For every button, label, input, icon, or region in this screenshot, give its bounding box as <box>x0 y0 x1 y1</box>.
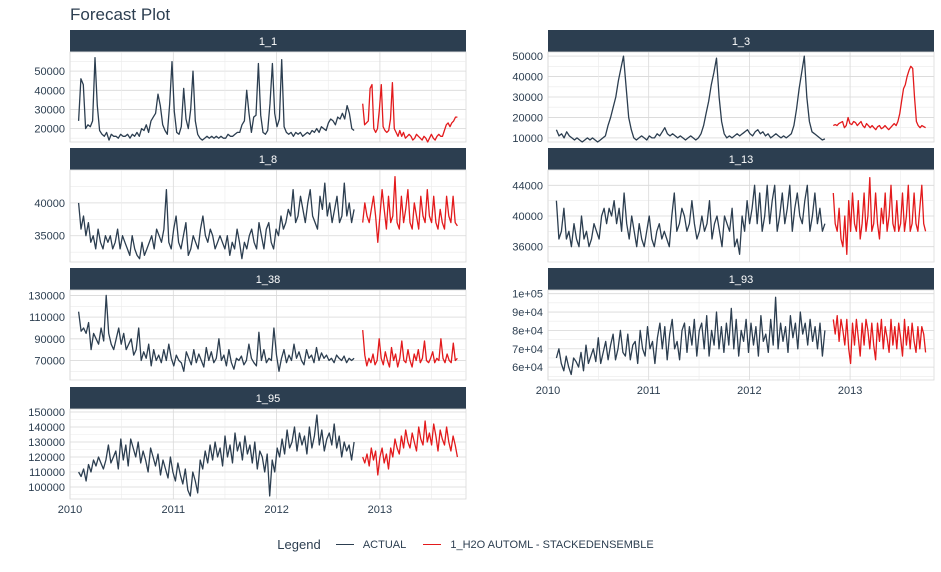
page-title: Forecast Plot <box>70 5 171 24</box>
x-tick-label-1_93: 2013 <box>838 385 862 397</box>
x-tick-label-1_93: 2010 <box>536 385 560 397</box>
y-tick-label-1_3: 30000 <box>512 92 543 104</box>
y-tick-label-1_95: 130000 <box>28 437 65 449</box>
facet-strip-1_95 <box>70 387 466 409</box>
y-tick-label-1_38: 130000 <box>28 290 65 302</box>
y-tick-label-1_3: 10000 <box>512 133 543 145</box>
x-tick-label-1_95: 2012 <box>264 504 288 516</box>
series-actual-1_38 <box>77 294 355 372</box>
series-forecast-1_8 <box>362 175 458 243</box>
facet-label-1_13: 1_13 <box>729 154 753 166</box>
x-tick-label-1_95: 2010 <box>58 504 82 516</box>
series-actual-1_1 <box>77 57 355 141</box>
facet-strip-1_13 <box>548 148 934 170</box>
legend-label-forecast: 1_H2O AUTOML - STACKEDENSEMBLE <box>450 538 654 551</box>
facet-strip-1_93 <box>548 268 934 290</box>
y-tick-label-1_93: 7e+04 <box>512 344 543 356</box>
y-tick-label-1_95: 110000 <box>29 467 65 479</box>
facet-label-1_1: 1_1 <box>259 36 277 48</box>
y-tick-label-1_93: 9e+04 <box>512 307 543 319</box>
x-tick-label-1_93: 2012 <box>737 385 761 397</box>
y-tick-label-1_95: 100000 <box>28 482 65 494</box>
facet-strip-1_8 <box>70 148 466 170</box>
panel-frame-1_8 <box>69 169 467 263</box>
y-tick-label-1_95: 150000 <box>28 407 65 419</box>
series-forecast-1_1 <box>362 81 458 143</box>
facet-strip-1_38 <box>70 268 466 290</box>
y-tick-label-1_95: 120000 <box>28 452 65 464</box>
facet-label-1_8: 1_8 <box>259 154 277 166</box>
series-forecast-1_38 <box>362 330 458 368</box>
series-actual-1_93 <box>555 296 826 376</box>
series-actual-1_8 <box>77 182 355 260</box>
y-tick-label-1_1: 30000 <box>34 104 65 116</box>
y-tick-label-1_93: 8e+04 <box>512 325 543 337</box>
y-tick-label-1_95: 140000 <box>28 422 65 434</box>
facet-label-1_3: 1_3 <box>732 36 750 48</box>
facet-label-1_38: 1_38 <box>256 274 280 286</box>
series-actual-1_3 <box>555 55 826 143</box>
y-tick-label-1_1: 50000 <box>34 66 65 78</box>
x-tick-label-1_95: 2013 <box>368 504 392 516</box>
legend-label-actual: ACTUAL <box>362 538 407 551</box>
y-tick-label-1_38: 90000 <box>34 334 65 346</box>
series-forecast-1_13 <box>832 177 927 255</box>
x-tick-label-1_93: 2011 <box>637 385 661 397</box>
y-tick-label-1_8: 35000 <box>34 231 65 243</box>
y-tick-label-1_1: 40000 <box>34 85 65 97</box>
panel-frame-1_38 <box>69 289 467 381</box>
y-tick-label-1_13: 36000 <box>512 242 543 254</box>
y-tick-label-1_13: 44000 <box>512 180 543 192</box>
series-forecast-1_93 <box>832 315 927 365</box>
facet-label-1_95: 1_95 <box>256 393 280 405</box>
y-tick-label-1_93: 6e+04 <box>512 362 543 374</box>
y-tick-label-1_1: 20000 <box>34 124 65 136</box>
series-actual-1_13 <box>555 184 826 255</box>
facet-strip-1_1 <box>70 30 466 52</box>
series-actual-1_95 <box>78 414 355 497</box>
y-tick-label-1_13: 40000 <box>512 211 543 223</box>
y-tick-label-1_3: 40000 <box>512 72 543 84</box>
series-forecast-1_95 <box>362 420 459 476</box>
series-forecast-1_3 <box>832 65 926 131</box>
legend-title: Legend <box>277 537 321 552</box>
facet-label-1_93: 1_93 <box>729 274 753 286</box>
y-tick-label-1_3: 50000 <box>512 51 543 63</box>
legend-key-forecast <box>423 544 442 545</box>
legend: Legend ACTUAL 1_H2O AUTOML - STACKEDENSE… <box>0 537 941 552</box>
y-tick-label-1_8: 40000 <box>34 198 65 210</box>
y-tick-label-1_38: 110000 <box>29 312 65 324</box>
y-tick-label-1_3: 20000 <box>512 112 543 124</box>
legend-key-actual <box>335 544 354 545</box>
facet-strip-1_3 <box>548 30 934 52</box>
y-tick-label-1_38: 70000 <box>34 355 65 367</box>
x-tick-label-1_95: 2011 <box>161 504 185 516</box>
y-tick-label-1_93: 1e+05 <box>512 289 543 301</box>
